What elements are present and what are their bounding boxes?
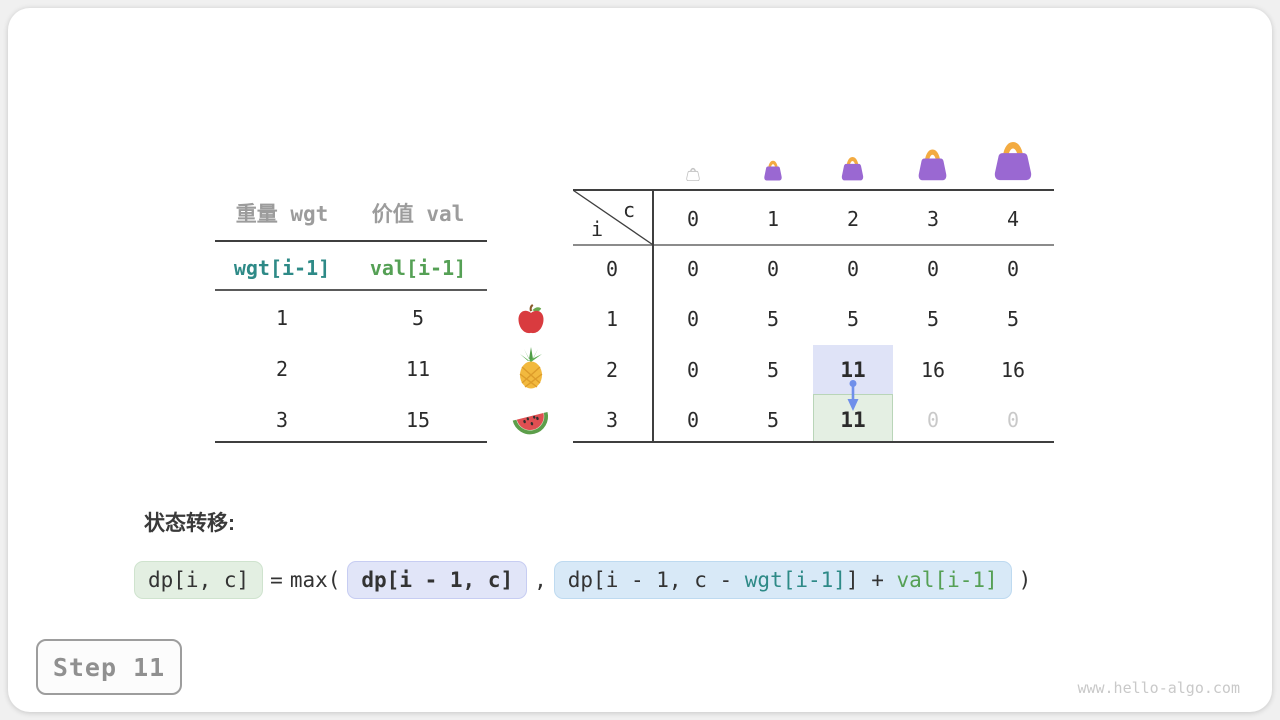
dp-cell-r2-c2-source: 11 [840, 358, 866, 382]
dp-cell-r3-c3: 0 [926, 408, 940, 432]
dp-row-header-1: 1 [605, 307, 619, 331]
item-1-weight: 1 [275, 306, 289, 330]
item-3-weight: 3 [275, 408, 289, 432]
items-table-top-rule [215, 240, 487, 242]
formula-lhs-box: dp[i, c] [134, 561, 264, 599]
dp-cell-r1-c1: 5 [766, 307, 780, 331]
items-index-label-wgt: wgt[i-1] [233, 256, 331, 280]
dp-cell-r3-c1: 5 [766, 408, 780, 432]
dp-cell-r0-c4: 0 [1006, 257, 1020, 281]
pineapple-icon [514, 347, 548, 394]
items-table-mid-rule [215, 289, 487, 291]
item-2-value: 11 [405, 357, 431, 381]
dp-row-header-0: 0 [605, 257, 619, 281]
dp-table-top-rule [573, 189, 1054, 191]
bag-icon-capacity-1 [762, 154, 784, 186]
formula-arg2-wgt: wgt[i-1] [744, 568, 846, 592]
dp-col-header-0: 0 [686, 207, 700, 231]
dp-row-header-2: 2 [605, 358, 619, 382]
dp-corner-row-label: i [590, 217, 604, 241]
bag-icon-capacity-0 [685, 163, 701, 186]
dp-corner-diagonal-line [573, 189, 653, 250]
dp-cell-r0-c3: 0 [926, 257, 940, 281]
formula-arg1-box: dp[i - 1, c] [347, 561, 528, 599]
formula-paren-close: ) [1018, 568, 1032, 592]
bag-icon-capacity-3 [915, 139, 950, 186]
item-3-value: 15 [405, 408, 431, 432]
bag-icon-capacity-4 [990, 129, 1036, 186]
items-index-label-val: val[i-1] [369, 256, 467, 280]
bag-icon-capacity-2 [839, 149, 866, 186]
formula-arg2-val: val[i-1] [896, 568, 998, 592]
dp-col-header-4: 4 [1006, 207, 1020, 231]
formula-comma: , [534, 568, 547, 592]
formula-max-open: max( [289, 568, 341, 592]
dp-cell-r1-c3: 5 [926, 307, 940, 331]
dp-cell-r3-c2-target: 11 [840, 408, 866, 432]
dp-cell-r0-c1: 0 [766, 257, 780, 281]
dp-corner-col-label: c [622, 198, 636, 222]
formula-arg2-box: dp[i - 1, c - wgt[i-1]] + val[i-1] [553, 561, 1012, 599]
dp-cell-r2-c3: 16 [920, 358, 946, 382]
dp-cell-r2-c4: 16 [1000, 358, 1026, 382]
watermark: www.hello-algo.com [1077, 679, 1240, 697]
apple-icon [515, 304, 547, 341]
transition-arrow-icon [845, 379, 861, 418]
dp-cell-r2-c1: 5 [766, 358, 780, 382]
dp-cell-r0-c2: 0 [846, 257, 860, 281]
dp-cell-r1-c0: 0 [686, 307, 700, 331]
dp-table-vertical-rule [652, 189, 654, 443]
dp-cell-r2-c0: 0 [686, 358, 700, 382]
step-badge: Step 11 [36, 639, 182, 695]
watermelon-icon [512, 403, 550, 442]
formula-equals: = [270, 568, 283, 592]
dp-col-header-3: 3 [926, 207, 940, 231]
dp-col-header-2: 2 [846, 207, 860, 231]
dp-col-header-1: 1 [766, 207, 780, 231]
item-2-weight: 2 [275, 357, 289, 381]
dp-row-header-3: 3 [605, 408, 619, 432]
state-transition-formula: dp[i, c] = max( dp[i - 1, c] , dp[i - 1,… [134, 558, 1038, 602]
items-col-header-value: 价值 val [371, 202, 465, 226]
dp-cell-r1-c4: 5 [1006, 307, 1020, 331]
formula-arg2-prefix: dp[i - 1, c - [567, 568, 745, 592]
items-table-bottom-rule [215, 441, 487, 443]
dp-cell-r1-c2: 5 [846, 307, 860, 331]
dp-table-header-rule [573, 244, 1054, 246]
state-transition-label: 状态转移: [144, 512, 235, 535]
items-col-header-weight: 重量 wgt [235, 202, 329, 226]
item-1-value: 5 [411, 306, 425, 330]
dp-cell-r0-c0: 0 [686, 257, 700, 281]
formula-arg2-mid: ] + [845, 568, 897, 592]
dp-cell-r3-c4: 0 [1006, 408, 1020, 432]
dp-table-bottom-rule [573, 441, 1054, 443]
dp-cell-r3-c0: 0 [686, 408, 700, 432]
